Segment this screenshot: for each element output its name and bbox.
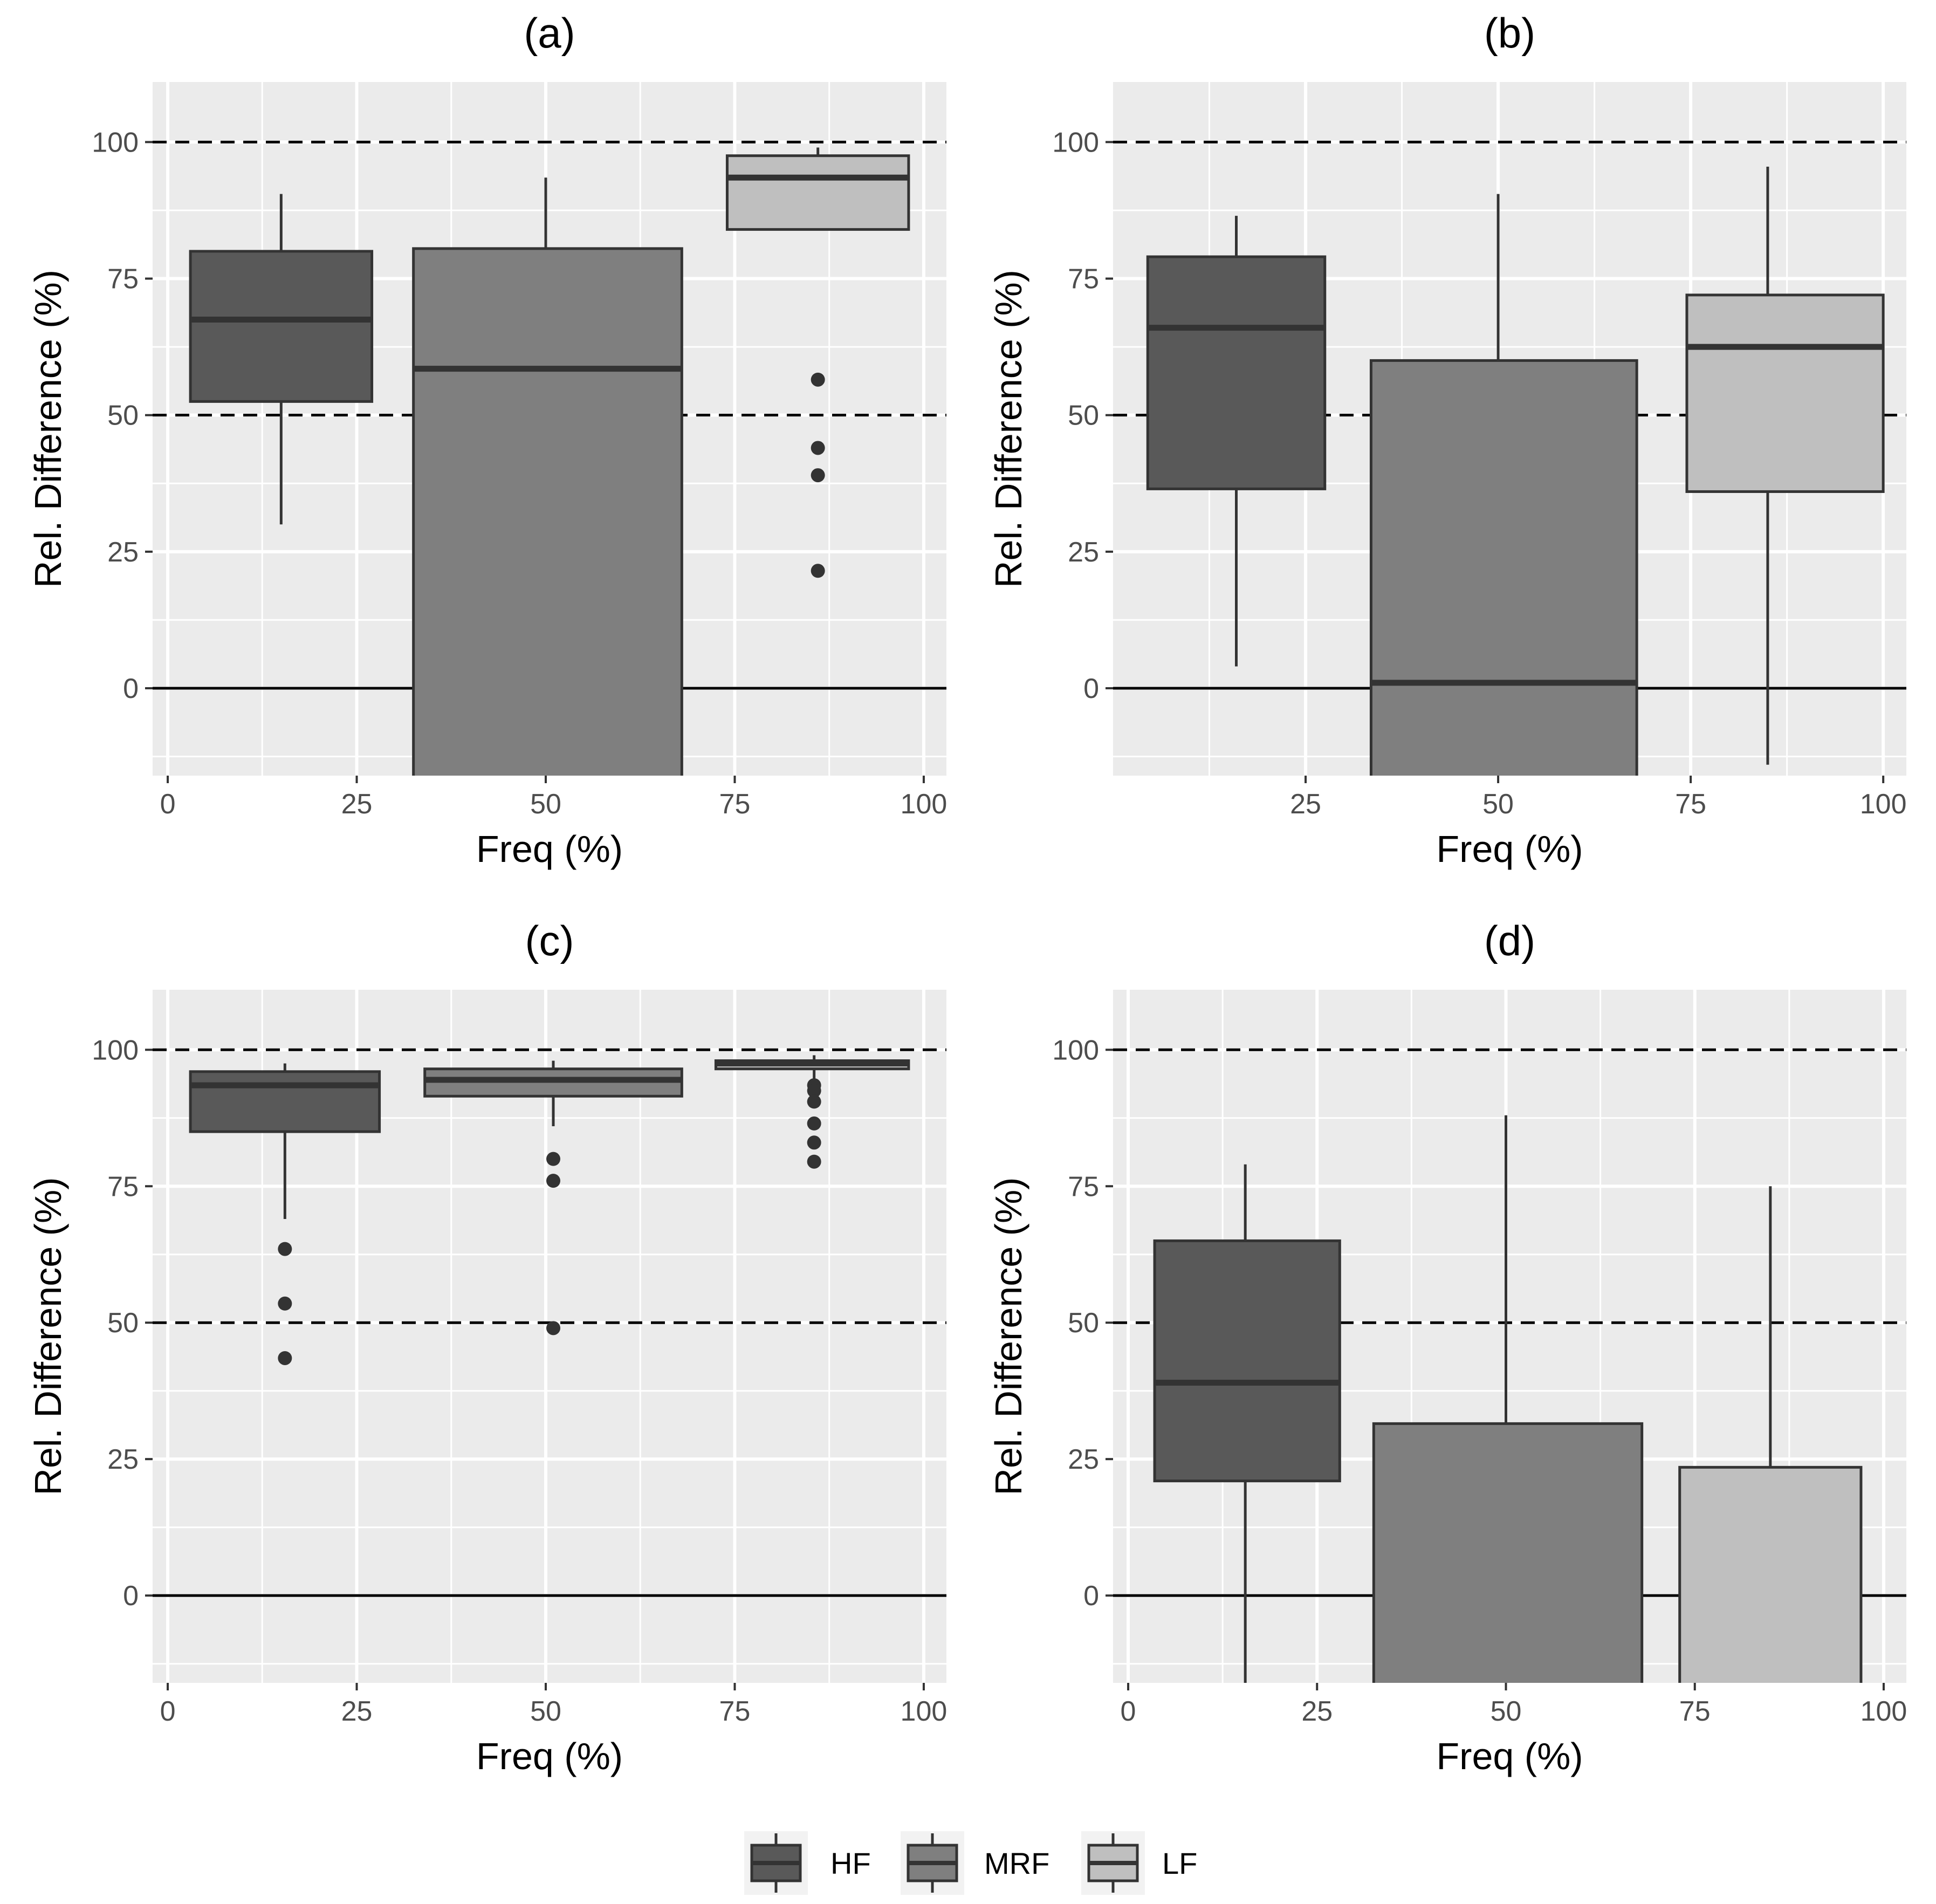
y-tick-label: 75 [1068,1171,1099,1202]
y-tick-label: 50 [107,400,139,432]
legend-label: LF [1162,1846,1197,1880]
outlier-point-lf [807,1084,821,1098]
x-tick-label: 0 [1121,1696,1136,1727]
x-tick-label: 25 [1301,1696,1333,1727]
outlier-point-lf [807,1135,821,1150]
y-axis-title: Rel. Difference (%) [27,1177,69,1495]
y-tick-label: 25 [1068,1444,1099,1475]
box-hf [189,1070,381,1133]
legend-item-hf: HF [744,1831,871,1895]
outlier-point-mrf [546,1174,561,1188]
outlier-point-hf [278,1296,292,1311]
box-mrf [412,247,683,776]
x-axis-title: Freq (%) [1436,828,1583,870]
panel-title: (d) [1484,917,1535,964]
x-tick-label: 100 [1860,789,1907,820]
panel-d: 0 25 50 75 100 0 25 50 75 100 (d) Freq (%) Rel. Diff… [987,917,1907,1777]
y-tick-label: 50 [107,1307,139,1339]
y-tick-label: 0 [123,1580,139,1612]
outlier-point-lf [811,564,825,578]
y-axis-title: Rel. Difference (%) [987,1177,1029,1495]
y-tick-label: 0 [1083,1580,1099,1612]
y-tick-label: 100 [92,1035,139,1066]
outlier-point-lf [811,468,825,483]
x-tick-label: 100 [901,789,948,820]
y-tick-label: 25 [107,537,139,568]
legend: HF MRF LF [744,1831,1197,1895]
x-tick-label: 0 [160,1696,176,1727]
y-tick-label: 100 [1052,127,1099,158]
outlier-point-lf [807,1116,821,1131]
box-lf [1685,293,1885,493]
legend-item-lf: LF [1081,1831,1197,1895]
outlier-point-lf [811,372,825,387]
outlier-point-hf [278,1351,292,1365]
y-tick-label: 0 [123,673,139,704]
x-axis-title: Freq (%) [476,1735,623,1777]
x-tick-label: 25 [1290,789,1321,820]
x-tick-label: 50 [530,1696,561,1727]
x-tick-label: 75 [1679,1696,1711,1727]
y-tick-label: 100 [92,127,139,158]
outlier-point-lf [807,1094,821,1109]
x-tick-label: 75 [719,1696,751,1727]
box-hf [189,250,374,403]
boxes [189,1055,910,1365]
boxes [1146,166,1885,776]
y-tick-label: 0 [1083,673,1099,704]
x-tick-label: 25 [341,789,373,820]
y-axis-title: Rel. Difference (%) [987,270,1029,588]
x-tick-label: 0 [160,789,176,820]
legend-item-mrf: MRF [901,1831,1049,1895]
x-tick-label: 100 [901,1696,948,1727]
x-axis-title: Freq (%) [476,828,623,870]
outlier-point-lf [811,441,825,455]
outlier-point-lf [807,1154,821,1169]
y-tick-label: 25 [1068,537,1099,568]
x-tick-label: 100 [1861,1696,1907,1727]
outlier-point-mrf [546,1321,561,1335]
y-tick-label: 50 [1068,1307,1099,1339]
box-hf [1153,1239,1341,1483]
y-tick-label: 75 [1068,264,1099,295]
x-tick-label: 50 [530,789,561,820]
box-lf [725,154,910,231]
y-tick-label: 25 [107,1444,139,1475]
y-tick-label: 100 [1052,1035,1099,1066]
x-axis-title: Freq (%) [1436,1735,1583,1777]
boxes [1153,1115,1863,1683]
panel-c: 0 25 50 75 100 0 25 50 75 100 (c) Freq (%) Rel. Diff… [27,917,947,1777]
panel-title: (a) [524,9,575,57]
y-tick-label: 50 [1068,400,1099,432]
panel-title: (c) [525,917,574,964]
box-mrf [1369,359,1638,776]
panel-title: (b) [1484,9,1535,57]
x-tick-label: 50 [1491,1696,1522,1727]
legend-label: HF [830,1846,871,1880]
y-axis-title: Rel. Difference (%) [27,270,69,588]
x-tick-label: 75 [719,789,751,820]
outlier-point-hf [278,1242,292,1256]
box-mrf [1372,1422,1644,1683]
legend-label: MRF [984,1846,1049,1880]
x-tick-label: 25 [341,1696,373,1727]
boxes [189,147,910,776]
panel-b: 0 25 50 75 100 25 50 75 100 (b) Freq (%) Rel. Diffe… [987,9,1907,870]
box-hf [1146,255,1327,490]
y-tick-label: 75 [107,1171,139,1202]
panel-a: 0 25 50 75 100 0 25 50 75 100 (a) Freq (%) Rel. Diff… [27,9,947,870]
outlier-point-mrf [546,1152,561,1166]
box-lf [1678,1465,1863,1683]
y-tick-label: 75 [107,264,139,295]
x-tick-label: 75 [1675,789,1706,820]
x-tick-label: 50 [1482,789,1514,820]
